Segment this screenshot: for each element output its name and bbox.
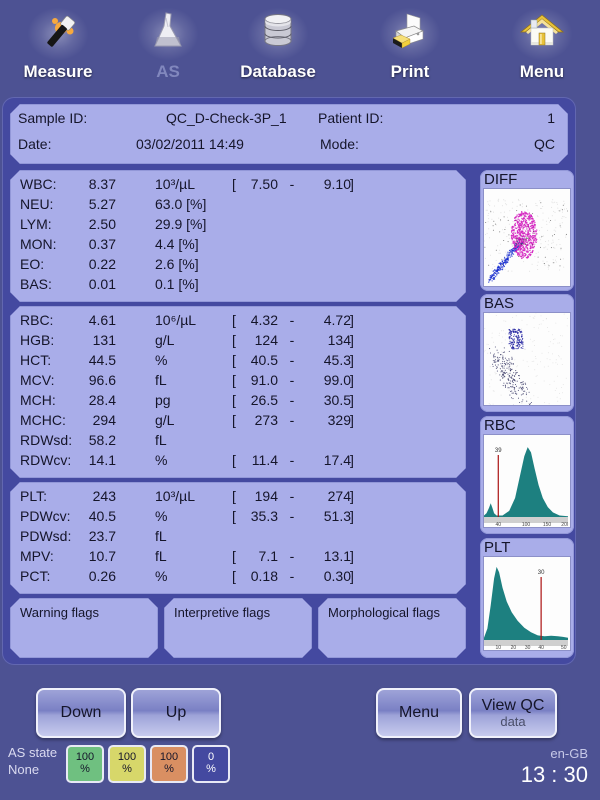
svg-text:150: 150	[543, 522, 552, 527]
svg-text:20: 20	[511, 645, 517, 650]
svg-text:30: 30	[525, 645, 531, 650]
svg-text:200: 200	[561, 522, 568, 527]
svg-text:39: 39	[495, 448, 502, 454]
svg-text:50: 50	[561, 645, 567, 650]
svg-text:100: 100	[522, 522, 531, 527]
svg-text:40: 40	[495, 522, 501, 527]
svg-text:10: 10	[495, 645, 501, 650]
svg-text:40: 40	[538, 645, 544, 650]
svg-text:30: 30	[538, 570, 545, 576]
